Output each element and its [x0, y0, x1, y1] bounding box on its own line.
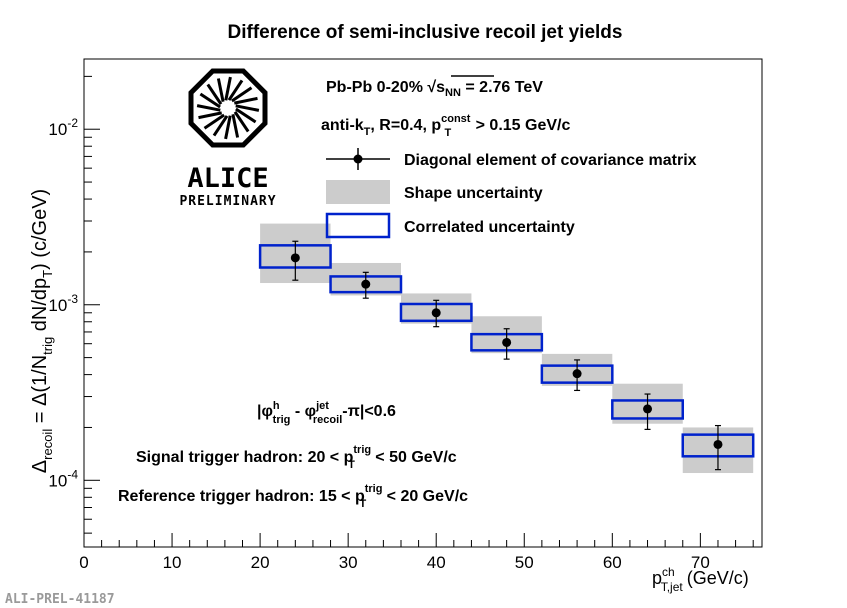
logo-preliminary-text: PRELIMINARY [179, 194, 276, 209]
footer-id: ALI-PREL-41187 [5, 592, 115, 607]
x-tick-label: 50 [515, 553, 534, 572]
logo-ray [224, 76, 232, 101]
data-point [572, 369, 582, 379]
x-tick-label: 40 [427, 553, 446, 572]
alice-logo: ALICE PRELIMINARY [179, 68, 276, 209]
logo-ray [231, 114, 240, 138]
logo-ray [233, 111, 250, 133]
logo-ray [212, 115, 229, 137]
data-point [502, 337, 512, 347]
x-tick-label: 10 [163, 553, 182, 572]
y-axis-ticks: 10-2 10-3 10-4 [48, 75, 100, 534]
y-axis-label: Δrecoil = Δ(1/Ntrig dN/dpT) (c/GeV) [29, 189, 55, 473]
x-tick-label: 0 [79, 553, 88, 572]
legend: Diagonal element of covariance matrix Sh… [325, 148, 697, 239]
logo-ray [224, 115, 232, 140]
annotation-system: Pb-Pb 0-20% √sNN = 2.76 TeV [326, 79, 543, 99]
data-point [290, 253, 300, 263]
legend-label-shape: Shape uncertainty [404, 185, 543, 202]
x-tick-label: 70 [691, 553, 710, 572]
logo-ray [199, 92, 221, 109]
legend-label-diagonal: Diagonal element of covariance matrix [404, 152, 697, 169]
logo-alice-text: ALICE [187, 163, 268, 194]
x-axis-label: pch T,jet (GeV/c) [652, 565, 749, 594]
x-tick-label: 20 [251, 553, 270, 572]
data-points [290, 253, 723, 449]
x-tick-label: 60 [603, 553, 622, 572]
svg-text:Δrecoil = Δ(1/Ntrig dN/dpT) (c: Δrecoil = Δ(1/Ntrig dN/dpT) (c/GeV) [29, 189, 55, 473]
y-tick-label: 10-4 [48, 467, 78, 490]
annotation-phi-cut: |φh trig - φjet recoil-π|<0.6 [257, 400, 396, 426]
data-point [431, 308, 441, 318]
legend-shape-swatch [326, 180, 390, 204]
logo-ray [235, 107, 257, 124]
plot-frame [83, 58, 763, 548]
logo-ray [196, 104, 221, 112]
legend-correlated-swatch [325, 212, 391, 239]
chart-title: Difference of semi-inclusive recoil jet … [228, 22, 623, 43]
legend-label-correlated: Correlated uncertainty [404, 219, 575, 236]
x-tick-label: 30 [339, 553, 358, 572]
x-axis-ticks: 0 10 20 30 40 50 60 70 [79, 533, 754, 572]
logo-ray [216, 78, 225, 102]
data-point [713, 439, 723, 449]
logo-ray [206, 83, 223, 105]
annotation-reference-trigger: Reference trigger hadron: 15 < ptrig T < … [118, 483, 468, 510]
logo-ray [227, 79, 244, 101]
y-tick-label: 10-2 [48, 116, 78, 139]
logo-ray [234, 96, 258, 105]
logo-ray [203, 113, 225, 130]
logo-ray [231, 86, 253, 103]
legend-marker-symbol [326, 148, 390, 170]
y-tick-label: 10-3 [48, 292, 78, 315]
logo-ray [198, 111, 222, 120]
annotation-jet-definition: anti-kT, R=0.4, pconst T > 0.15 GeV/c [321, 113, 570, 139]
annotation-signal-trigger: Signal trigger hadron: 20 < ptrig T < 50 … [136, 444, 457, 471]
data-point [643, 404, 653, 414]
data-point [361, 279, 371, 289]
logo-ray [235, 104, 260, 112]
